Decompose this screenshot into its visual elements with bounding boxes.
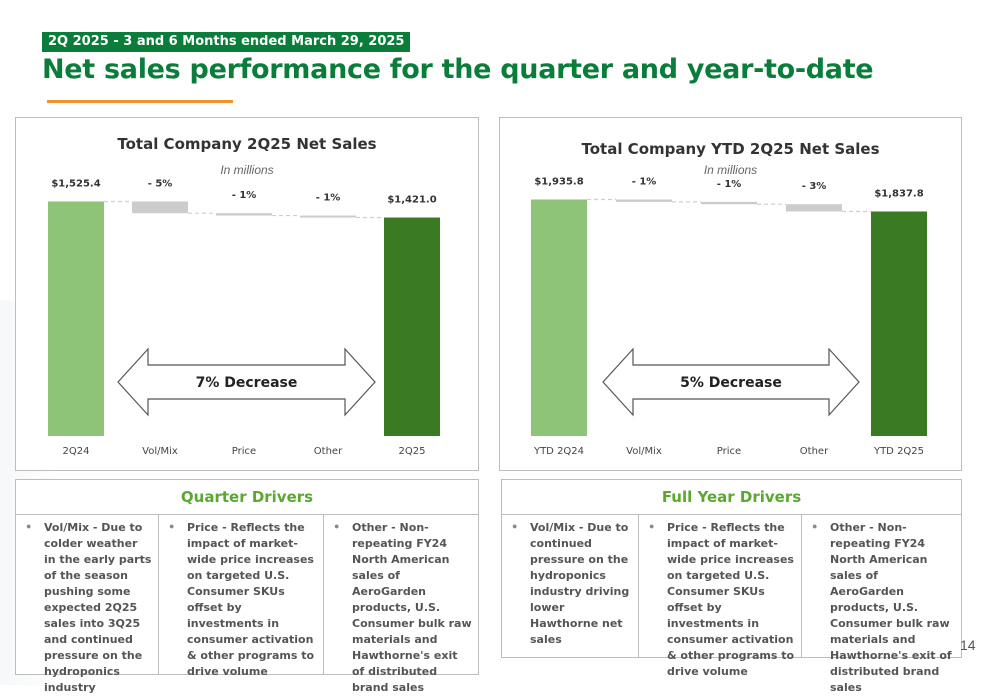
driver-column: ● Price - Reflects the impact of market-… [639,515,802,678]
bullet-icon: ● [512,521,518,531]
change-bar [300,215,356,218]
data-label: $1,525.4 [51,178,100,189]
category-label: Other [314,446,343,457]
ytd-waterfall-chart: $1,935.8 YTD 2Q24 - 1% Vol/Mix - 1% Price - 3%… [531,177,927,457]
quarter-drivers-panel: Quarter Drivers ● Vol/Mix - Due to colde… [15,479,479,694]
change-bar [132,201,188,214]
data-label: - 1% [316,193,341,204]
chart-subtitle: In millions [220,163,274,177]
driver-text: Price - Reflects the impact of market-wi… [187,521,315,678]
category-label: Vol/Mix [626,446,662,457]
start-bar [531,199,587,436]
category-label: Price [717,446,741,457]
bullet-icon: ● [26,521,32,531]
driver-text: Price - Reflects the impact of market-wi… [667,521,795,678]
change-bar [216,213,272,216]
data-label: - 1% [717,179,742,190]
page-title: Net sales performance for the quarter an… [42,54,874,85]
quarter-chart-panel: Total Company 2Q25 Net Sales In millions… [15,117,479,471]
data-label: - 1% [232,190,257,201]
category-label: 2Q25 [399,446,426,457]
data-label: $1,421.0 [387,195,436,206]
data-label: - 1% [632,177,657,188]
data-label: $1,837.8 [874,188,923,199]
bullet-icon: ● [812,521,818,531]
driver-column: ● Vol/Mix - Due to continued pressure on… [502,515,639,657]
end-bar [871,211,927,436]
data-label: - 3% [802,181,827,192]
driver-text: Vol/Mix - Due to continued pressure on t… [530,521,630,646]
category-label: 2Q24 [63,446,90,457]
bullet-icon: ● [649,521,655,531]
chart-title: Total Company YTD 2Q25 Net Sales [581,140,880,158]
driver-column: ● Price - Reflects the impact of market-… [159,515,324,678]
decrease-annotation: 7% Decrease [196,375,298,391]
change-bar [616,199,672,202]
double-arrow-icon [117,347,376,417]
bullet-icon: ● [334,521,340,531]
chart-subtitle: In millions [703,163,758,177]
category-label: YTD 2Q24 [533,446,584,457]
chart-title: Total Company 2Q25 Net Sales [117,135,377,153]
driver-column: ● Other - Non-repeating FY24 North Ameri… [802,515,961,694]
driver-text: Other - Non-repeating FY24 North America… [352,521,472,694]
full-year-drivers-panel: Full Year Drivers ● Vol/Mix - Due to con… [501,479,962,694]
title-underline [47,100,233,103]
quarter-waterfall-chart: $1,525.4 2Q24 - 5% Vol/Mix - 1% Price - 1% Othe… [48,178,440,457]
double-arrow-icon [602,347,860,417]
full-year-drivers-heading: Full Year Drivers [502,480,961,515]
bullet-icon: ● [169,521,175,531]
decrease-annotation: 5% Decrease [680,375,782,391]
driver-column: ● Other - Non-repeating FY24 North Ameri… [324,515,478,694]
page-number: 14 [960,637,976,653]
category-label: Price [232,446,256,457]
start-bar [48,201,104,436]
category-label: Other [800,446,829,457]
change-bar [701,201,757,205]
data-label: $1,935.8 [534,177,583,188]
change-bar [786,204,842,212]
quarter-drivers-heading: Quarter Drivers [16,480,478,515]
end-bar [384,217,440,436]
category-label: Vol/Mix [142,446,178,457]
data-label: - 5% [148,178,173,189]
ytd-chart-panel: Total Company YTD 2Q25 Net Sales In mill… [499,117,962,471]
driver-column: ● Vol/Mix - Due to colder weather in the… [16,515,159,694]
period-tag: 2Q 2025 - 3 and 6 Months ended March 29,… [42,32,411,52]
driver-text: Other - Non-repeating FY24 North America… [830,521,952,694]
category-label: YTD 2Q25 [873,446,924,457]
driver-text: Vol/Mix - Due to colder weather in the e… [44,521,152,694]
